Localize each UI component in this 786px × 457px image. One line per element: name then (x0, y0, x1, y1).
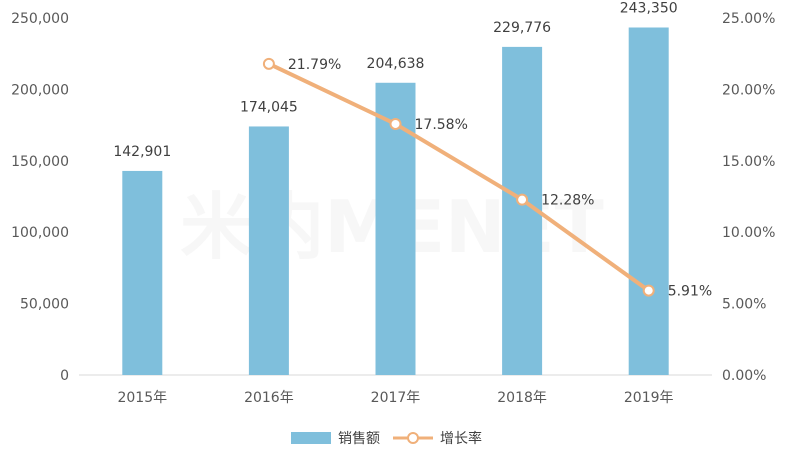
bar (248, 126, 289, 375)
line-path (266, 61, 651, 293)
y-left-tick-label: 150,000 (11, 154, 69, 170)
bar-data-label: 174,045 (240, 99, 298, 115)
bar (122, 170, 163, 375)
y-left-tick-label: 0 (60, 368, 69, 384)
y-right-axis: 0.00% 5.00% 10.00% 15.00% 20.00% 25.00% (722, 11, 775, 384)
line-point (642, 284, 655, 297)
legend-line-marker (407, 432, 419, 444)
y-left-axis: 0 50,000 100,000 150,000 200,000 250,000 (11, 11, 69, 384)
y-right-tick-label: 5.00% (722, 297, 766, 313)
x-tick-label: 2018年 (497, 390, 547, 406)
legend-line-label: 增长率 (440, 430, 482, 447)
line-data-label: 21.79% (288, 57, 341, 73)
bar (628, 27, 669, 375)
y-left-tick-label: 100,000 (11, 225, 69, 241)
legend-bar-label: 销售额 (338, 431, 380, 447)
line-data-label: 17.58% (415, 117, 468, 133)
x-tick-label: 2019年 (624, 390, 674, 406)
x-tick-label: 2015年 (117, 390, 167, 406)
x-tick-label: 2017年 (371, 390, 421, 406)
bar-data-label: 229,776 (493, 20, 551, 36)
line-point (262, 57, 275, 70)
y-right-tick-label: 15.00% (722, 154, 775, 170)
x-axis: 2015年 2016年 2017年 2018年 2019年 (117, 390, 673, 406)
line-data-label: 12.28% (541, 193, 594, 209)
bar-data-label: 243,350 (620, 0, 678, 16)
x-tick-label: 2016年 (244, 390, 294, 406)
bar-series: 142,901 174,045 204,638 229,776 243,350 (113, 0, 678, 375)
y-right-tick-label: 25.00% (722, 11, 775, 27)
legend-bar-swatch (291, 432, 331, 444)
bar-data-label: 204,638 (367, 56, 425, 72)
y-right-tick-label: 20.00% (722, 82, 775, 98)
y-right-tick-label: 10.00% (722, 225, 775, 241)
legend: 销售额 增长率 (291, 430, 482, 447)
y-left-tick-label: 250,000 (11, 11, 69, 27)
line-data-label: 5.91% (668, 284, 712, 300)
y-right-tick-label: 0.00% (722, 368, 766, 384)
y-left-tick-label: 50,000 (20, 297, 69, 313)
line-series: 21.79% 17.58% 12.28% 5.91% (262, 57, 712, 300)
y-left-tick-label: 200,000 (11, 82, 69, 98)
bar-data-label: 142,901 (113, 144, 171, 160)
line-point (389, 117, 402, 130)
line-point (516, 193, 529, 206)
